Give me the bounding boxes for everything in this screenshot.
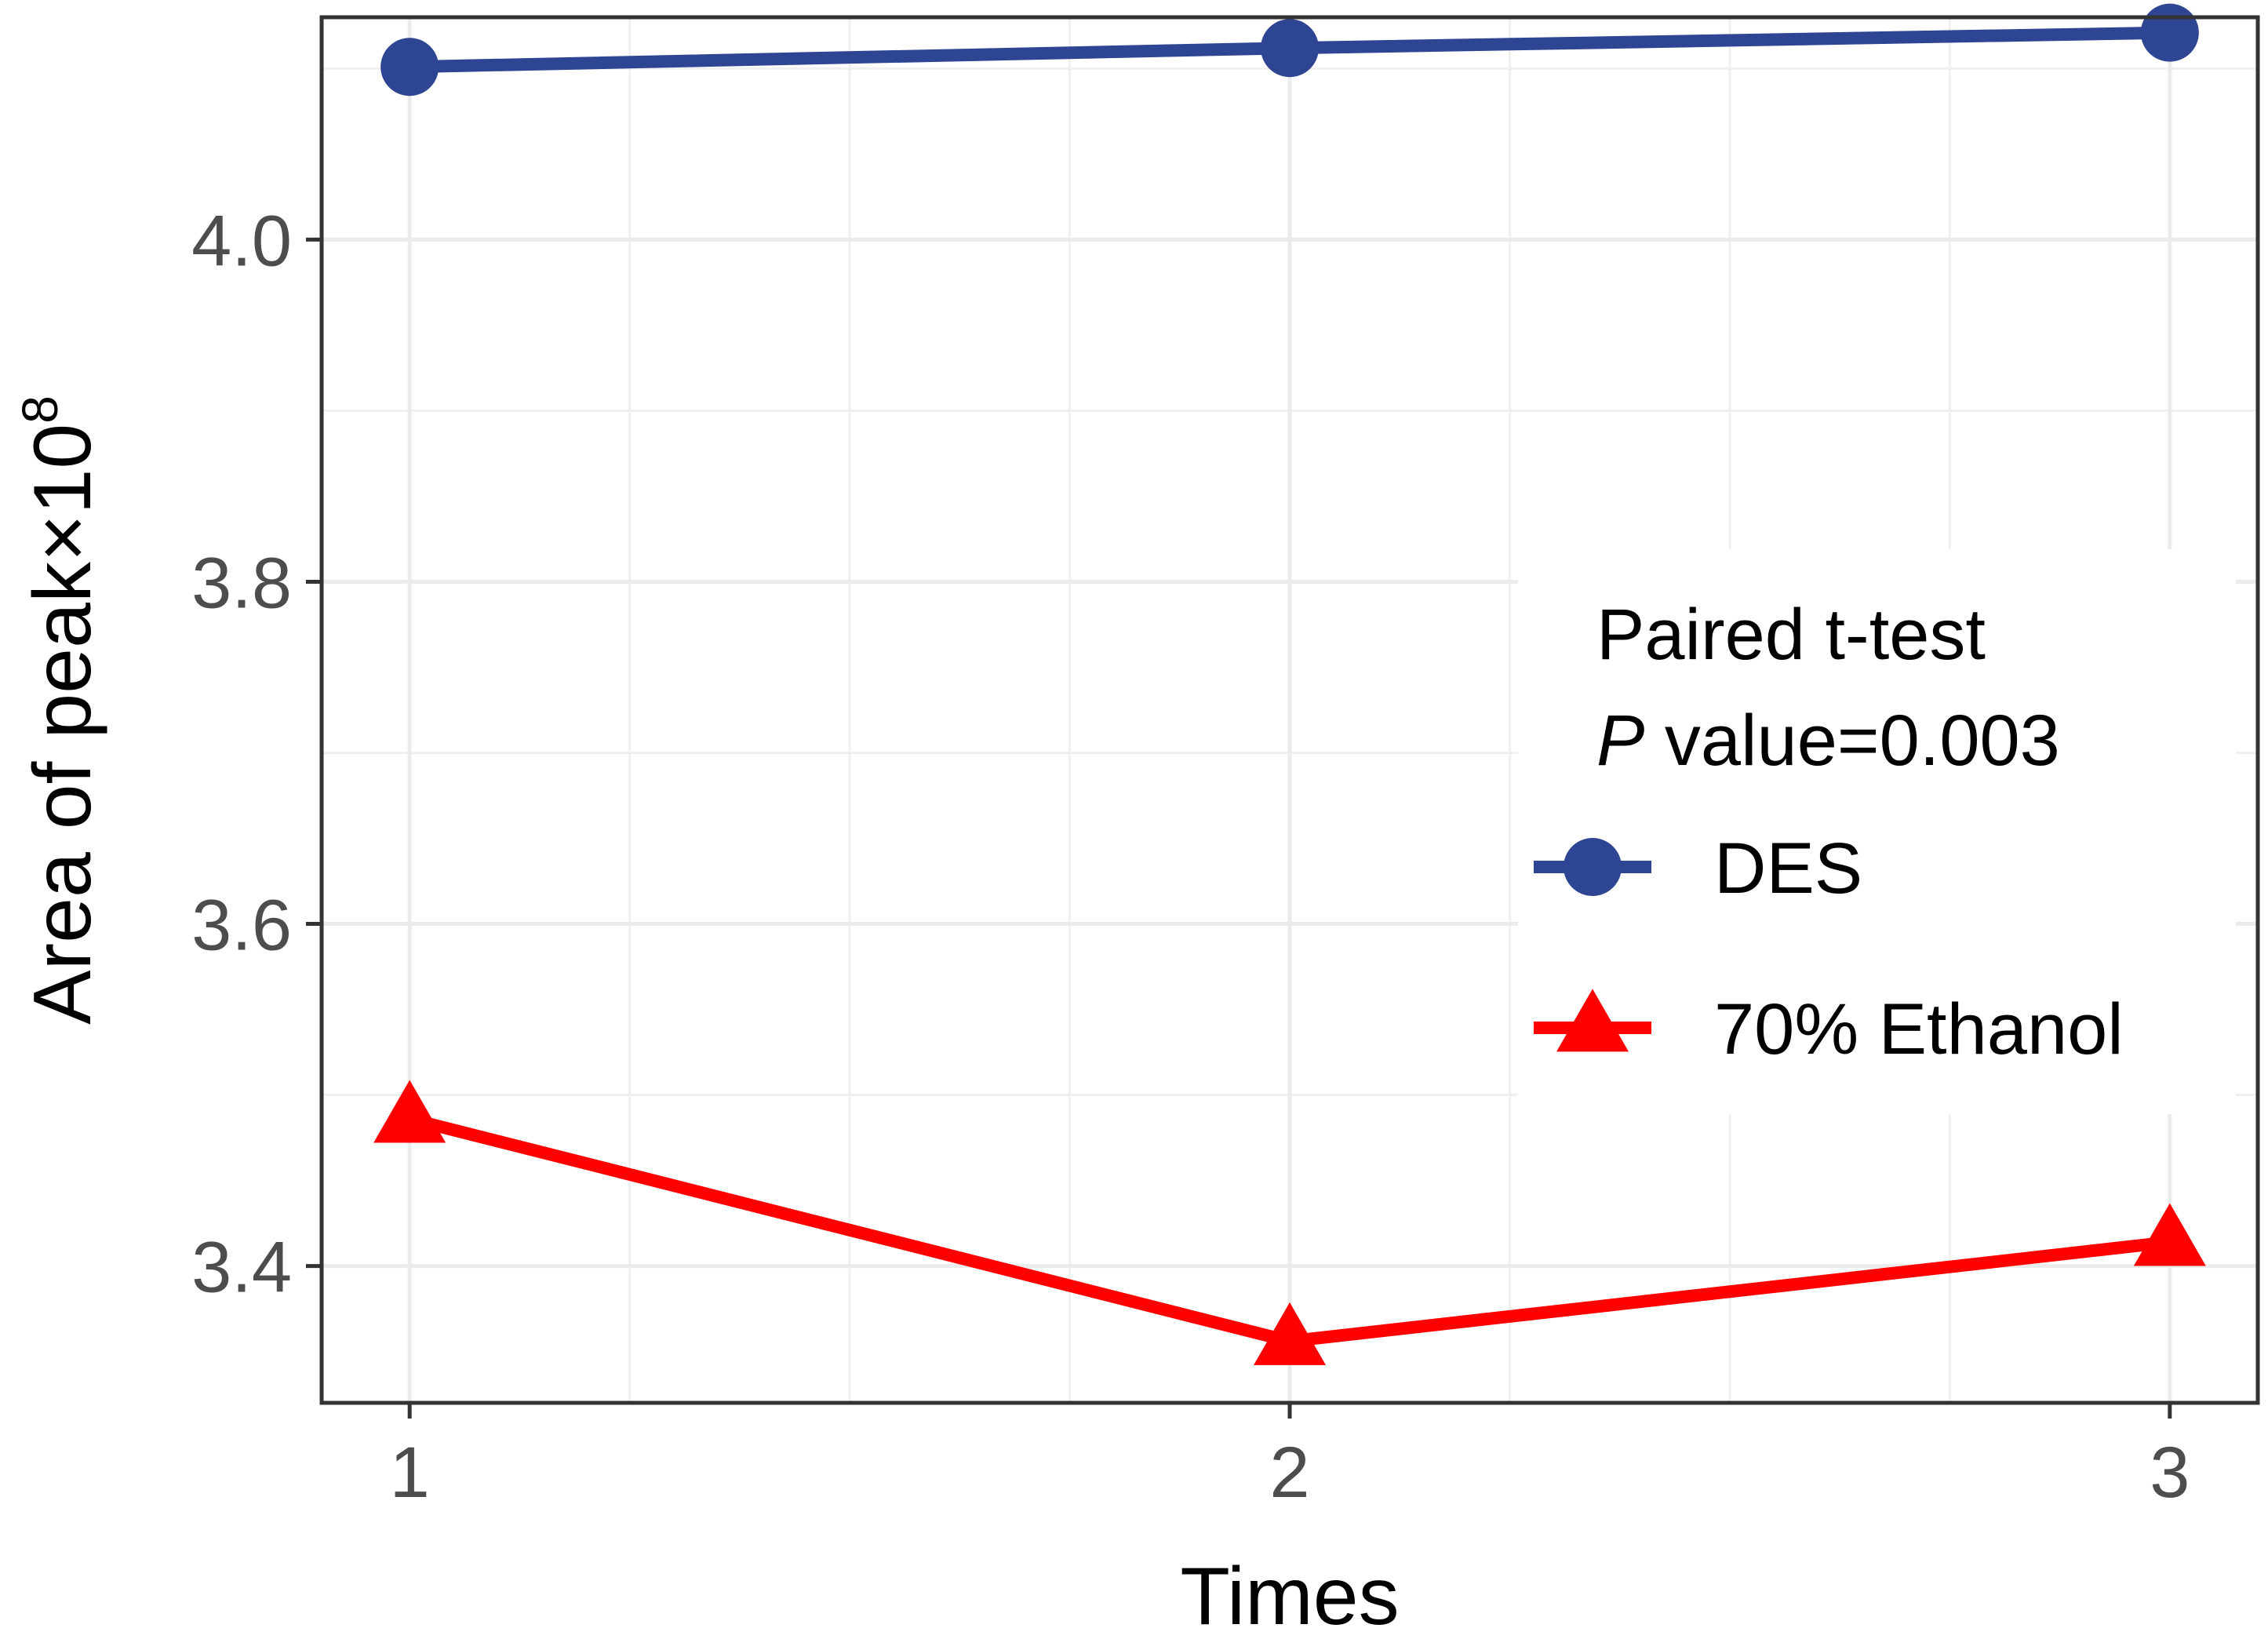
y-tick-label: 4.0	[191, 201, 292, 281]
y-tick-label: 3.8	[191, 543, 292, 623]
legend-key-marker	[1556, 989, 1629, 1052]
legend-keys: DES 70% Ethanol	[1534, 829, 2124, 1069]
x-tick-label: 1	[390, 1433, 430, 1513]
legend-title-line2: P value=0.003	[1596, 701, 2060, 781]
axes: 1 2 3 3.4 3.6 3.8 4.0	[191, 201, 2190, 1513]
data-point	[380, 38, 439, 97]
legend-key-marker	[1564, 838, 1622, 896]
legend-title-line1: Paired t-test	[1596, 595, 1986, 675]
y-axis-title-main: Area of peak×10	[17, 424, 108, 1025]
legend-box	[1518, 549, 2236, 1114]
legend-p-value: value=0.003	[1644, 701, 2059, 781]
x-axis-title: Times	[1180, 1551, 1399, 1639]
data-point	[373, 1080, 446, 1143]
data-point	[1254, 1302, 1326, 1365]
y-tick-label: 3.4	[191, 1228, 292, 1308]
y-tick-label: 3.6	[191, 886, 292, 966]
legend-label: DES	[1714, 829, 1862, 909]
series	[373, 3, 2206, 1365]
x-tick-label: 3	[2150, 1433, 2190, 1513]
legend: Paired t-test P value=0.003 DES 70% Ethan…	[1518, 549, 2236, 1114]
legend-p-symbol: P	[1596, 701, 1644, 781]
y-axis-title-exponent: 8	[12, 395, 68, 424]
x-tick-label: 2	[1269, 1433, 1309, 1513]
data-point	[2133, 1203, 2206, 1266]
y-axis-title: Area of peak×108	[12, 395, 108, 1025]
data-point	[1261, 19, 1319, 78]
data-point	[2140, 3, 2199, 62]
legend-label: 70% Ethanol	[1714, 989, 2124, 1069]
